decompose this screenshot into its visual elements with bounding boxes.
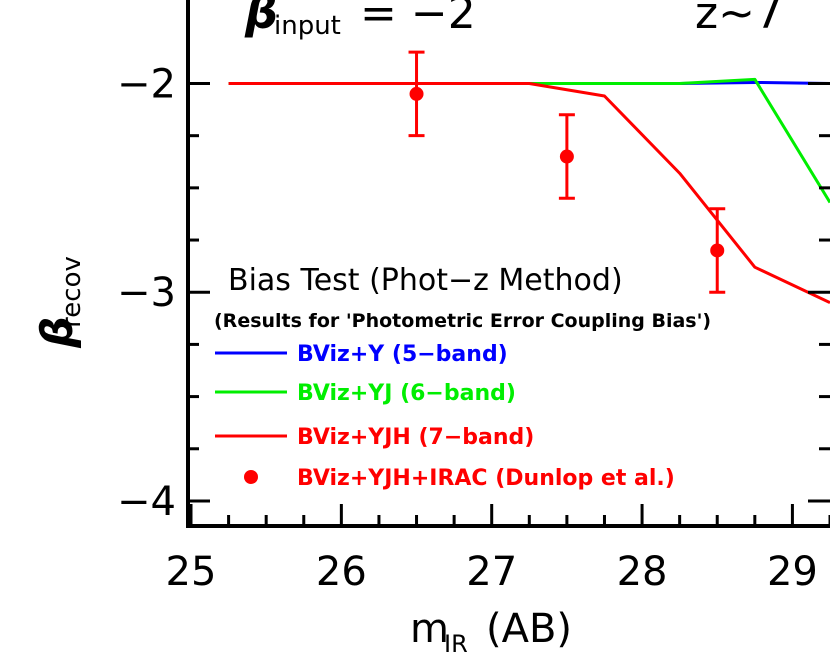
y-tick-label-1: −2 — [117, 61, 176, 107]
x-axis-title: m IR (AB) — [410, 606, 572, 658]
data-point-2 — [559, 149, 574, 164]
legend-label-points: BViz+YJH+IRAC (Dunlop et al.) — [297, 466, 675, 491]
y-axis-title: β recov — [32, 256, 87, 349]
header-left-symbol: β — [244, 0, 278, 39]
legend-subtitle: (Results for 'Photometric Error Coupling… — [214, 310, 711, 332]
legend-entries: BViz+Y (5−band) BViz+YJ (6−band) BViz+YJH … — [215, 342, 675, 491]
legend-swatch-points — [244, 470, 258, 484]
series-line-3 — [228, 81, 830, 305]
plot-frame — [186, 0, 830, 528]
axes-layer: 25 26 27 28 29 −2 −3 −4 — [117, 61, 830, 595]
plot-layer — [228, 50, 830, 305]
legend: Bias Test (Phot−z Method) (Results for '… — [214, 263, 711, 491]
x-tick-label-26: 26 — [316, 549, 367, 595]
header-left: β input = −2 — [244, 0, 476, 41]
data-point-1 — [409, 86, 424, 101]
header-left-subscript: input — [274, 11, 341, 41]
x-tick-label-28: 28 — [617, 549, 668, 595]
header-left-rest: = −2 — [360, 0, 476, 39]
y-axis-title-main: β — [32, 316, 83, 349]
y-tick-label-2: −3 — [117, 270, 176, 316]
series-line-2 — [228, 77, 830, 204]
x-tick-label-25: 25 — [166, 549, 217, 595]
x-tick-label-27: 27 — [466, 549, 517, 595]
legend-label-1: BViz+Y (5−band) — [297, 342, 508, 367]
y-tick-label-3: −4 — [117, 479, 176, 525]
legend-title: Bias Test (Phot−z Method) — [228, 263, 623, 298]
header-right: z~7 — [695, 0, 783, 39]
legend-label-2: BViz+YJ (6−band) — [297, 381, 516, 406]
x-tick-label-29: 29 — [767, 549, 818, 595]
legend-label-3: BViz+YJH (7−band) — [297, 425, 534, 450]
x-axis-title-sub: IR — [444, 630, 468, 658]
y-axis-title-sub: recov — [57, 256, 87, 328]
x-axis-title-suffix: (AB) — [486, 606, 572, 652]
data-point-3 — [710, 243, 725, 258]
x-axis-title-main: m — [410, 606, 449, 652]
